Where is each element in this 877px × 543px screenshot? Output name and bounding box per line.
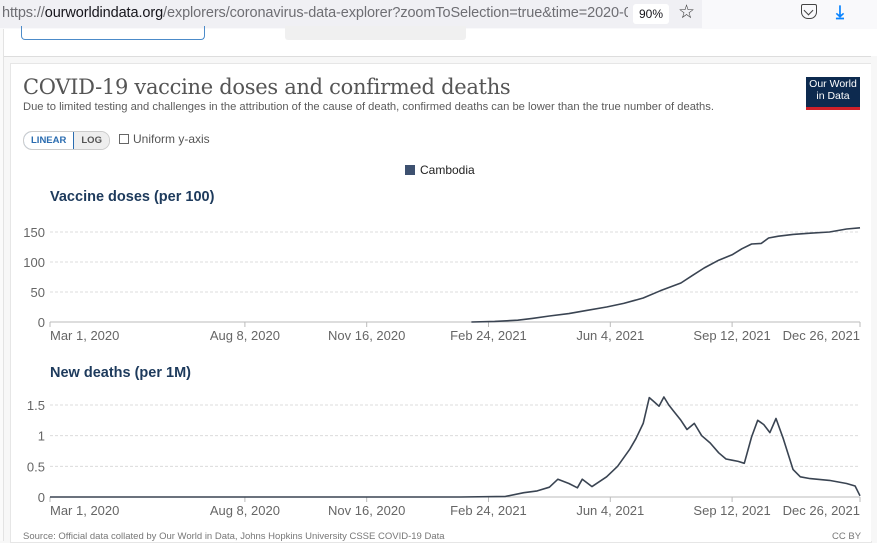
vaccine-ytick-label: 100 xyxy=(23,255,45,270)
vaccine-xtick-label: Jun 4, 2021 xyxy=(576,328,644,343)
deaths-xtick-label: Feb 24, 2021 xyxy=(450,503,527,518)
vaccine-xtick-label: Dec 26, 2021 xyxy=(783,328,860,343)
source-note: Source: Official data collated by Our Wo… xyxy=(23,531,445,542)
vaccine-xtick-label: Aug 8, 2020 xyxy=(210,328,280,343)
vaccine-ytick-label: 50 xyxy=(31,285,45,300)
vaccine-ytick-label: 0 xyxy=(38,315,45,330)
deaths-ytick-label: 1.5 xyxy=(27,398,45,413)
license-link[interactable]: CC BY xyxy=(832,531,861,542)
deaths-series-line-cambodia xyxy=(50,397,860,497)
deaths-ytick-label: 0 xyxy=(38,490,45,505)
deaths-xtick-label: Dec 26, 2021 xyxy=(783,503,860,518)
vaccine-ytick-label: 150 xyxy=(23,225,45,240)
vaccine-xtick-label: Feb 24, 2021 xyxy=(450,328,527,343)
deaths-xtick-label: Sep 12, 2021 xyxy=(693,503,770,518)
vaccine-xtick-label: Sep 12, 2021 xyxy=(693,328,770,343)
vaccine-xtick-label: Nov 16, 2020 xyxy=(328,328,405,343)
vaccine-series-line-cambodia xyxy=(471,228,860,322)
deaths-ytick-label: 0.5 xyxy=(27,459,45,474)
deaths-ytick-label: 1 xyxy=(38,429,45,444)
deaths-xtick-label: Nov 16, 2020 xyxy=(328,503,405,518)
deaths-xtick-label: Mar 1, 2020 xyxy=(50,503,119,518)
deaths-xtick-label: Jun 4, 2021 xyxy=(576,503,644,518)
vaccine-xtick-label: Mar 1, 2020 xyxy=(50,328,119,343)
deaths-xtick-label: Aug 8, 2020 xyxy=(210,503,280,518)
